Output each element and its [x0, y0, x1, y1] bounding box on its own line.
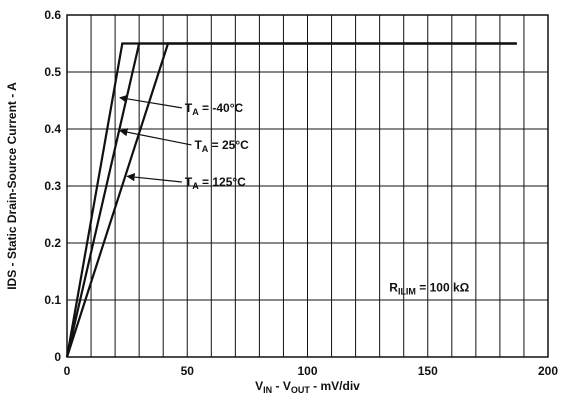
series-arrow-3 [126, 172, 182, 183]
x-tick-label: 150 [418, 364, 438, 378]
y-axis-label: IDS - Static Drain-Source Current - A [5, 82, 19, 290]
annotations: RILIM = 100 kΩ [389, 280, 469, 296]
series-line-3 [65, 42, 517, 358]
y-tick-label: 0.3 [44, 179, 61, 193]
y-tick-label: 0 [54, 350, 61, 364]
x-tick-label: 50 [181, 364, 195, 378]
y-tick-label: 0.4 [44, 122, 61, 136]
y-tick-label: 0.1 [44, 293, 61, 307]
series-arrow-1 [119, 94, 182, 109]
y-tick-label: 0.5 [44, 65, 61, 79]
y-tick-label: 0.6 [44, 8, 61, 22]
tick-labels: 0 50 100 150 200 0 0.1 0.2 0.3 0.4 0.5 0.6 [44, 8, 558, 378]
x-tick-label: 200 [538, 364, 558, 378]
series-line-1 [65, 42, 517, 358]
annotation-1: RILIM = 100 kΩ [389, 280, 469, 296]
x-tick-label: 0 [64, 364, 71, 378]
x-tick-label: 100 [297, 364, 317, 378]
series-label-1: TA = -40°C [185, 101, 244, 117]
series-arrow-2 [119, 128, 192, 146]
series-line-2 [65, 42, 517, 358]
x-axis-label: VIN - VOUT - mV/div [255, 379, 360, 395]
grid-lines [67, 15, 548, 357]
data-series: TA = -40°C TA = 25°C TA = 125°C [65, 42, 517, 358]
y-tick-label: 0.2 [44, 236, 61, 250]
plot-frame [66, 14, 549, 358]
series-label-2: TA = 25°C [194, 138, 249, 154]
series-label-3: TA = 125°C [185, 175, 246, 191]
